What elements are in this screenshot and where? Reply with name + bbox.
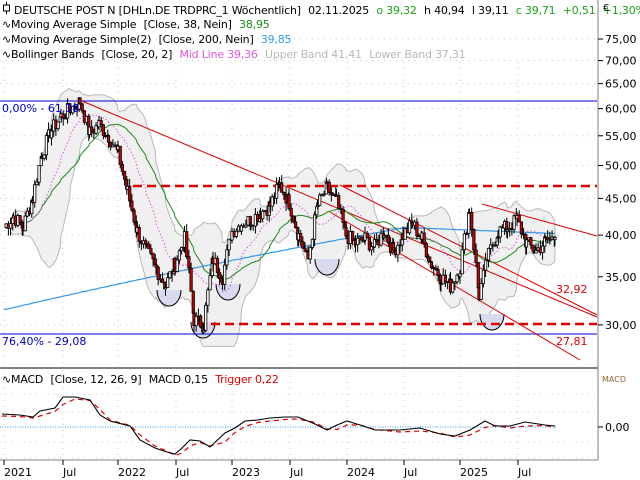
bar-high: h 40,94 <box>424 4 465 17</box>
time-tick-label: 2024 <box>347 466 375 479</box>
fib-bottom-label: 76,40% - 29,08 <box>2 335 86 348</box>
price-tick-label: 75,00 <box>605 33 637 46</box>
price-tick-label: 45,00 <box>605 192 637 205</box>
bollinger-lower-value: Lower Band 37,31 <box>369 48 466 61</box>
bollinger-mid-line <box>13 114 556 293</box>
bollinger-params: [Close, 20, 2] <box>101 48 173 61</box>
bar-change-pct: +1,30% <box>602 4 640 17</box>
currency-label: € <box>603 3 610 14</box>
time-tick-label: 2025 <box>460 466 488 479</box>
channel-upper-line <box>339 184 598 316</box>
bar-date: 02.11.2025 <box>308 4 370 17</box>
price-tick-label: 65,00 <box>605 78 637 91</box>
sma200-name: Moving Average Simple(2) <box>11 33 152 46</box>
time-tick-label: Jul <box>175 466 189 479</box>
price-tick-label: 40,00 <box>605 229 637 242</box>
line-icon: ∿ <box>2 18 12 31</box>
bollinger-legend[interactable]: ∿Bollinger Bands [Close, 20, 2] Mid Line… <box>2 47 470 62</box>
bar-open: o 39,32 <box>376 4 417 17</box>
sma38-value: 38,95 <box>239 18 270 31</box>
sma38-legend[interactable]: ∿Moving Average Simple [Close, 38, Nein]… <box>2 17 274 32</box>
target-1-label: 32,92 <box>556 283 588 296</box>
triangle-upper-line <box>481 203 598 237</box>
fib-top-label: 0,00% - 61,38 <box>2 102 79 115</box>
time-tick-label: Jul <box>289 466 303 479</box>
bar-close: c 39,71 <box>515 4 556 17</box>
price-tick-label: 50,00 <box>605 160 637 173</box>
macd-params: [Close, 12, 26, 9] <box>50 373 142 386</box>
target-2-label: 27,81 <box>556 335 588 348</box>
bar-low: l 39,11 <box>471 4 509 17</box>
line-icon: ∿ <box>2 33 12 46</box>
chart-title: DEUTSCHE POST N [DHLn.DE TRDPRC_1 Wöchen… <box>14 4 301 17</box>
time-tick-label: 2022 <box>118 466 146 479</box>
macd-zero-label: 0,00 <box>605 421 630 434</box>
price-tick-label: 30,00 <box>605 319 637 332</box>
sma38-name: Moving Average Simple <box>11 18 137 31</box>
bollinger-mid-value: Mid Line 39,36 <box>179 48 258 61</box>
sma200-legend[interactable]: ∿Moving Average Simple(2) [Close, 200, N… <box>2 32 295 47</box>
macd-value: MACD 0,15 <box>148 373 208 386</box>
sma38-line <box>22 123 556 280</box>
macd-name: MACD <box>11 373 44 386</box>
macd-axis-title: MACD <box>602 375 626 384</box>
bollinger-upper-value: Upper Band 41,41 <box>264 48 362 61</box>
time-axis[interactable]: 2021 Jul 2022 Jul 2023 Jul 2024 Jul 2025 Jul <box>3 460 531 479</box>
sma38-params: [Close, 38, Nein] <box>143 18 232 31</box>
time-tick-label: Jul <box>517 466 531 479</box>
bollinger-band-fill <box>10 88 556 347</box>
line-icon: ∿ <box>2 48 12 61</box>
price-axis[interactable]: 75,00 70,00 65,00 60,00 55,00 50,00 45,00 40,00… <box>598 33 637 332</box>
header-legend: DEUTSCHE POST N [DHLn.DE TRDPRC_1 Wöchen… <box>2 2 640 18</box>
time-tick-label: 2021 <box>4 466 32 479</box>
bollinger-name: Bollinger Bands <box>11 48 95 61</box>
macd-legend[interactable]: ∿MACD [Close, 12, 26, 9] MACD 0,15 Trigg… <box>2 372 283 387</box>
price-tick-label: 60,00 <box>605 103 637 116</box>
bar-change: +0,51 <box>562 4 596 17</box>
trigger-value: Trigger 0,22 <box>215 373 279 386</box>
sma200-params: [Close, 200, Nein] <box>158 33 254 46</box>
sma200-value: 39,85 <box>260 33 292 46</box>
time-tick-label: Jul <box>62 466 76 479</box>
sma200-line <box>3 226 556 311</box>
price-tick-label: 70,00 <box>605 55 637 68</box>
time-tick-label: Jul <box>403 466 417 479</box>
candlestick-series <box>4 97 557 335</box>
price-tick-label: 35,00 <box>605 271 637 284</box>
candlestick-icon <box>2 2 12 18</box>
price-tick-label: 55,00 <box>605 130 637 143</box>
macd-line <box>1 396 556 455</box>
time-tick-label: 2023 <box>232 466 260 479</box>
line-icon: ∿ <box>2 373 12 386</box>
